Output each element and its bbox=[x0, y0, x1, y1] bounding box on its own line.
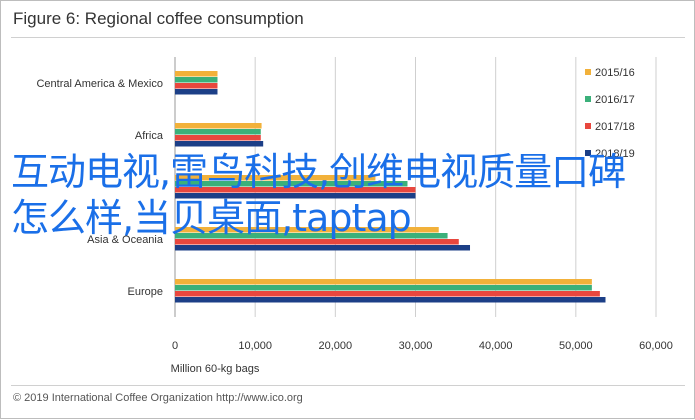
category-label: Asia & Oceania bbox=[87, 234, 164, 246]
bar bbox=[175, 135, 261, 141]
x-tick-labels: 0 10,000 20,000 30,000 40,000 50,000 60,000 bbox=[172, 340, 673, 352]
bar bbox=[175, 83, 218, 89]
legend-label: 2016/17 bbox=[595, 94, 635, 106]
bar bbox=[175, 233, 448, 239]
bar bbox=[175, 285, 592, 291]
legend-swatch bbox=[585, 96, 591, 102]
bar bbox=[175, 89, 218, 95]
legend-label: 2015/16 bbox=[595, 67, 635, 79]
legend-swatch bbox=[585, 123, 591, 129]
bar bbox=[175, 227, 439, 233]
x-tick-label: 10,000 bbox=[238, 340, 272, 352]
bar bbox=[175, 245, 471, 251]
bar bbox=[175, 77, 218, 83]
bars bbox=[175, 71, 606, 303]
legend-label: 2018/19 bbox=[595, 148, 635, 160]
x-axis-label: Million 60-kg bags bbox=[171, 363, 260, 375]
category-label: Africa bbox=[135, 130, 164, 142]
legend-label: 2017/18 bbox=[595, 121, 635, 133]
x-tick-label: 0 bbox=[172, 340, 178, 352]
footer-divider bbox=[11, 385, 685, 386]
bar bbox=[175, 175, 376, 181]
legend: 2015/16 2016/17 2017/18 2018/19 bbox=[585, 67, 635, 160]
bar bbox=[175, 193, 416, 199]
x-tick-label: 20,000 bbox=[319, 340, 353, 352]
category-labels: Central America & Mexico Africa Asia & Oce… bbox=[36, 78, 163, 298]
title-divider bbox=[11, 37, 685, 38]
bar bbox=[175, 279, 592, 285]
footer-credit: © 2019 International Coffee Organization… bbox=[13, 392, 303, 404]
x-tick-label: 60,000 bbox=[639, 340, 673, 352]
legend-swatch bbox=[585, 69, 591, 75]
category-label: Central America & Mexico bbox=[36, 78, 163, 90]
legend-swatch bbox=[585, 150, 591, 156]
bar bbox=[175, 123, 262, 129]
x-tick-label: 30,000 bbox=[399, 340, 433, 352]
chart-title: Figure 6: Regional coffee consumption bbox=[13, 9, 304, 28]
overlay-watermark-text: 互动电视,雷鸟科技,创维电视质量口碑怎么样,当贝桌面,taptap bbox=[11, 150, 626, 240]
x-tick-label: 50,000 bbox=[559, 340, 593, 352]
bar bbox=[175, 297, 606, 303]
bar bbox=[175, 129, 261, 135]
bar bbox=[175, 291, 600, 297]
category-label: Europe bbox=[128, 286, 163, 298]
bar bbox=[175, 181, 408, 187]
bar bbox=[175, 71, 218, 77]
bar bbox=[175, 239, 459, 245]
bar bbox=[175, 187, 416, 193]
bar bbox=[175, 141, 264, 147]
x-tick-label: 40,000 bbox=[479, 340, 513, 352]
